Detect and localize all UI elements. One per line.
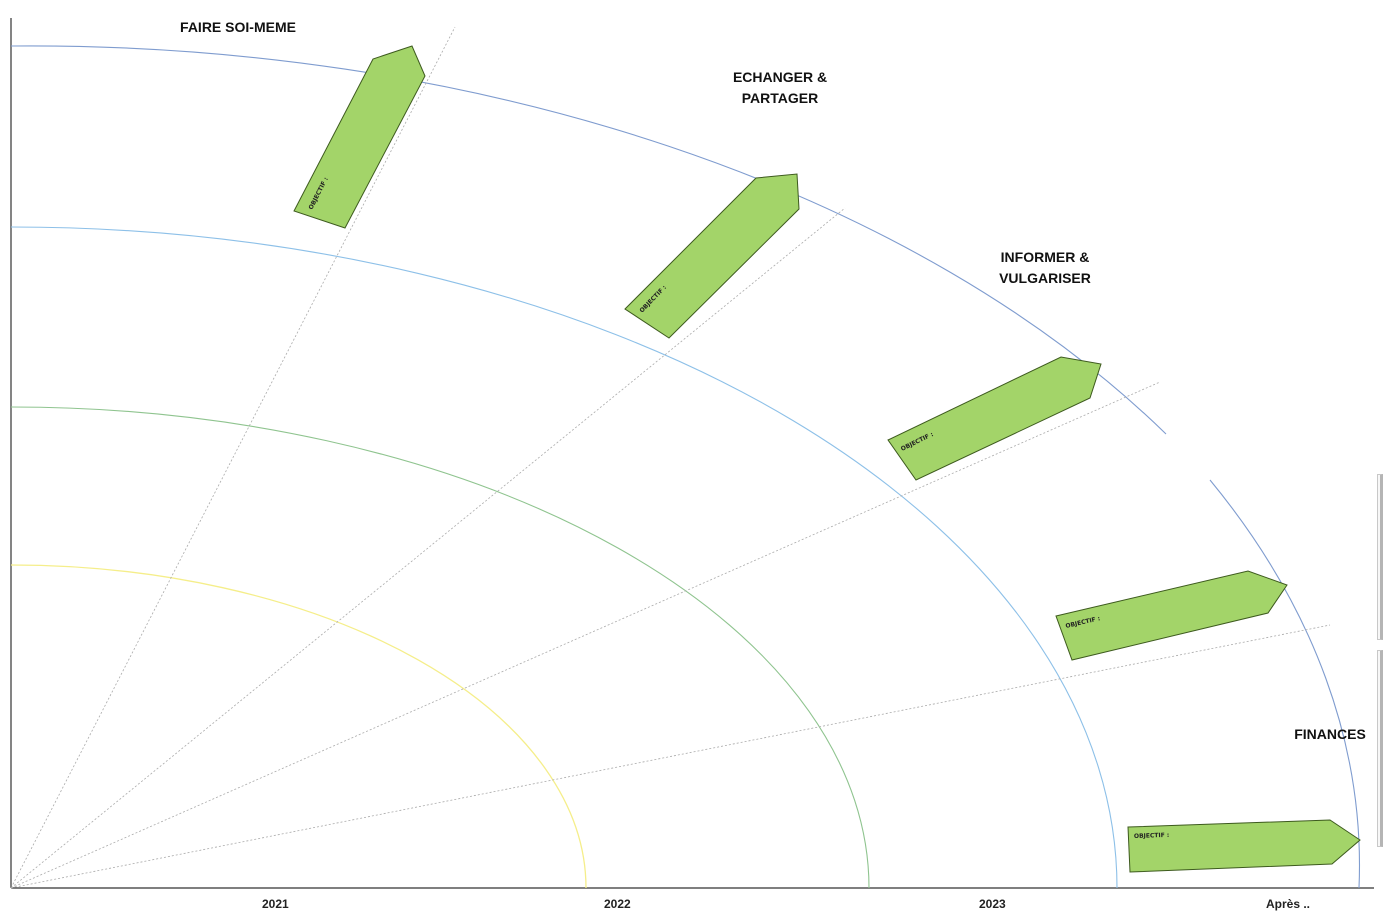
year-label-2022: 2022: [604, 897, 631, 911]
side-panel-tab-upper[interactable]: [1377, 474, 1383, 640]
category-faire-soi-meme: FAIRE SOI-MEME: [180, 19, 296, 35]
arc-after-upper: [10, 45, 1167, 435]
objective-arrow-1[interactable]: OBJECTIF :: [293, 45, 426, 229]
ray-finances: [10, 624, 1331, 889]
objective-arrow-4[interactable]: OBJECTIF :: [1055, 570, 1288, 661]
arc-2023: [10, 226, 1118, 889]
objective-arrow-2[interactable]: OBJECTIF :: [624, 173, 800, 339]
objective-arrow-3[interactable]: OBJECTIF :: [887, 356, 1102, 481]
ray-echanger: [10, 207, 846, 889]
year-label-2021: 2021: [262, 897, 289, 911]
category-finances: FINANCES: [1294, 726, 1366, 742]
arc-2021: [10, 564, 587, 889]
arc-after-lower: [1209, 479, 1361, 889]
arc-2022: [10, 406, 870, 889]
year-label-2023: 2023: [979, 897, 1006, 911]
category-informer-vulgariser: INFORMER & VULGARISER: [999, 249, 1091, 286]
category-echanger-partager: ECHANGER & PARTAGER: [732, 69, 828, 106]
year-label-apres: Après ..: [1266, 897, 1311, 911]
objective-label-5: OBJECTIF :: [1134, 832, 1170, 840]
side-panel-tab-lower[interactable]: [1377, 650, 1383, 847]
objective-arrow-5[interactable]: OBJECTIF :: [1127, 819, 1361, 873]
ray-informer: [10, 381, 1161, 889]
ray-faire: [10, 26, 456, 889]
